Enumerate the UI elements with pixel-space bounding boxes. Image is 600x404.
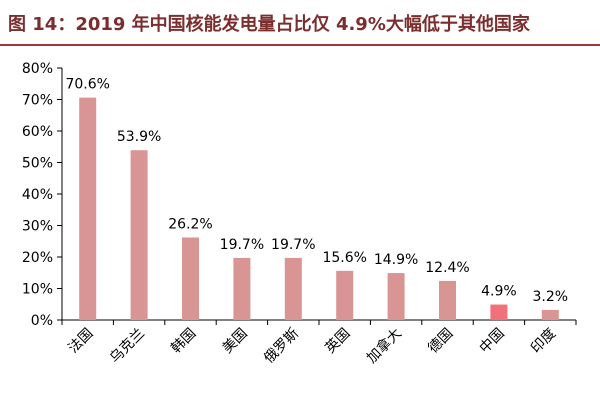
bar — [79, 97, 97, 320]
bar — [490, 304, 508, 320]
bar — [130, 150, 148, 320]
y-tick-label: 10% — [22, 282, 53, 298]
y-tick-label: 50% — [22, 156, 53, 172]
category-label: 美国 — [220, 326, 251, 357]
bar — [182, 237, 199, 320]
y-tick-label: 70% — [22, 93, 53, 109]
bar-value-label: 26.2% — [168, 216, 212, 232]
bar-value-label: 53.9% — [117, 129, 161, 145]
y-tick-label: 40% — [22, 187, 53, 203]
bar-value-label: 14.9% — [374, 252, 418, 268]
category-label: 乌克兰 — [107, 326, 148, 367]
category-label: 英国 — [322, 325, 354, 357]
category-label: 加拿大 — [363, 325, 405, 367]
bar — [284, 257, 302, 320]
bar — [541, 309, 559, 320]
y-tick-label: 0% — [31, 313, 53, 329]
bar-chart: 0% 10% 20% 30% 40% 50% 60% 70% 80% 70.6% 法国 53.9% 乌克… — [22, 61, 577, 367]
bar-value-label: 70.6% — [65, 77, 109, 93]
bar — [387, 273, 405, 320]
bar-value-label: 19.7% — [220, 237, 264, 253]
category-label: 法国 — [65, 326, 96, 357]
bar-value-label: 3.2% — [533, 289, 569, 305]
bar-value-label: 19.7% — [271, 237, 315, 253]
y-tick-label: 30% — [22, 219, 53, 235]
category-label: 印度 — [528, 326, 559, 357]
bar — [439, 280, 456, 320]
bar-value-label: 12.4% — [425, 260, 469, 276]
bar-value-label: 4.9% — [481, 284, 517, 300]
category-label: 中国 — [477, 326, 508, 357]
chart-area: 0% 10% 20% 30% 40% 50% 60% 70% 80% 70.6% 法国 53.9% 乌克… — [0, 48, 600, 400]
bar — [233, 257, 251, 320]
y-tick-label: 20% — [22, 250, 53, 266]
category-label: 韩国 — [168, 326, 199, 357]
bar — [336, 270, 354, 320]
y-tick-label: 80% — [22, 61, 53, 77]
y-tick-label: 60% — [22, 124, 53, 140]
bar-value-label: 15.6% — [322, 250, 366, 266]
category-label: 德国 — [425, 326, 456, 357]
category-label: 俄罗斯 — [261, 326, 302, 367]
title-divider — [0, 44, 600, 46]
chart-title: 图 14：2019 年中国核能发电量占比仅 4.9%大幅低于其他国家 — [8, 14, 530, 35]
title-bar: 图 14：2019 年中国核能发电量占比仅 4.9%大幅低于其他国家 — [0, 8, 600, 38]
